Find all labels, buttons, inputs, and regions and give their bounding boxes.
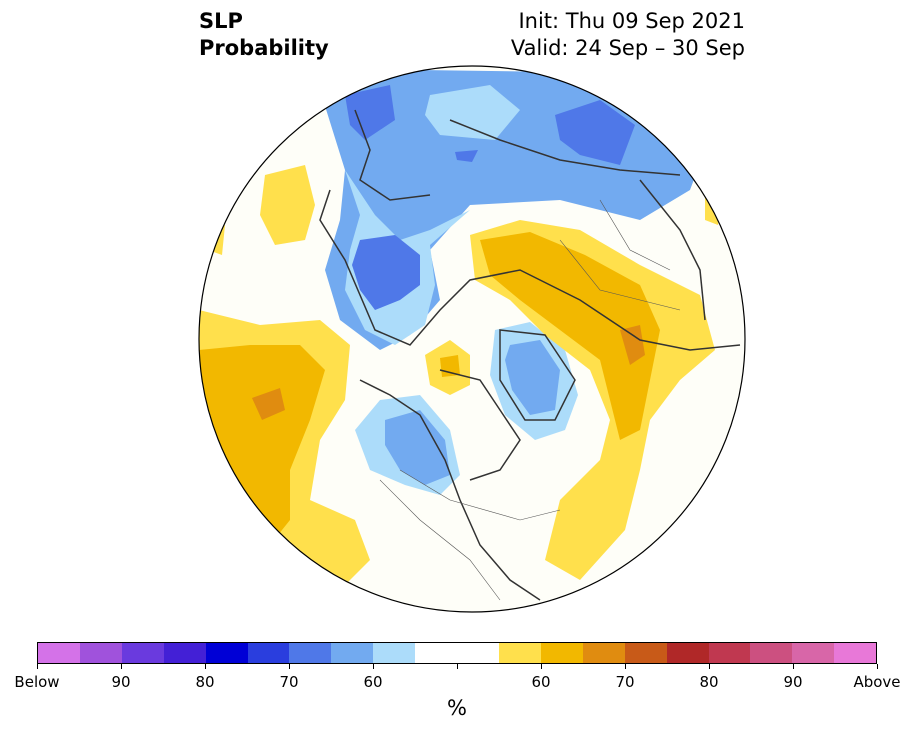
colorbar-tick [288, 664, 290, 669]
colorbar-segment [498, 643, 541, 663]
blue-core-europe [352, 235, 420, 310]
colorbar-tick [624, 664, 626, 669]
colorbar-segment [79, 643, 122, 663]
colorbar [37, 642, 877, 664]
orange-eurasia [480, 232, 660, 440]
colorbar-segment [834, 643, 877, 663]
valid-range: Valid: 24 Sep – 30 Sep [510, 36, 745, 60]
variable-type: Probability [199, 36, 329, 60]
light-blue-siberia [425, 85, 520, 140]
colorbar-segment [121, 643, 164, 663]
colorbar-segment [792, 643, 835, 663]
yellow-atlantic-east [470, 220, 715, 580]
yellow-west-disc [260, 165, 315, 245]
colorbar-segment [38, 643, 80, 663]
variable-name: SLP [199, 9, 243, 33]
colorbar-segment [708, 643, 751, 663]
colorbar-segment [750, 643, 793, 663]
colorbar-segment [457, 643, 499, 663]
colorbar-segment [331, 643, 374, 663]
map-disc [199, 66, 745, 612]
colorbar-tick [708, 664, 710, 669]
polar-map [198, 65, 746, 613]
colorbar-segment [247, 643, 290, 663]
colorbar-tick-label: Below [14, 673, 60, 691]
init-date: Init: Thu 09 Sep 2021 [518, 9, 745, 33]
colorbar-tick [876, 664, 878, 669]
colorbar-tick-label: Above [853, 673, 901, 691]
colorbar-units: % [447, 696, 467, 720]
colorbar-tick-label: 60 [531, 673, 551, 691]
borders [379, 199, 681, 601]
colorbar-tick [372, 664, 374, 669]
colorbar-segment [666, 643, 709, 663]
chart-title: SLP Probability [199, 8, 329, 62]
colorbar-segment [415, 643, 458, 663]
blue-dot [455, 150, 478, 162]
map-boundary [198, 65, 746, 613]
colorbar-segment [163, 643, 206, 663]
colorbar-segment [205, 643, 248, 663]
blue-core-siberia [555, 100, 635, 165]
colorbar-tick [204, 664, 206, 669]
colorbar-tick [792, 664, 794, 669]
colorbar-tick [540, 664, 542, 669]
colorbar-tick-label: 90 [111, 673, 131, 691]
colorbar-segment [540, 643, 583, 663]
blue-core-canada [385, 410, 450, 485]
blue-core-scandinavia [345, 85, 395, 140]
colorbar-segment [582, 643, 625, 663]
colorbar-tick-label: 90 [783, 673, 803, 691]
colorbar-tick [456, 664, 458, 669]
blue-core-greenland [505, 340, 560, 415]
colorbar-tick-label: 80 [195, 673, 215, 691]
dark-orange-core [620, 325, 645, 365]
dark-orange-pacific [252, 388, 285, 420]
date-info: Init: Thu 09 Sep 2021 Valid: 24 Sep – 30… [511, 8, 745, 62]
colorbar-segment [373, 643, 416, 663]
colorbar-tick [36, 664, 38, 669]
coastlines [319, 109, 741, 601]
colorbar-tick-label: 70 [279, 673, 299, 691]
colorbar-tick [120, 664, 122, 669]
colorbar-segment [289, 643, 332, 663]
orange-pacific-west [199, 345, 325, 545]
colorbar-tick-label: 60 [363, 673, 383, 691]
colorbar-segment [624, 643, 667, 663]
colorbar-tick-label: 80 [699, 673, 719, 691]
colorbar-tick-label: 70 [615, 673, 635, 691]
